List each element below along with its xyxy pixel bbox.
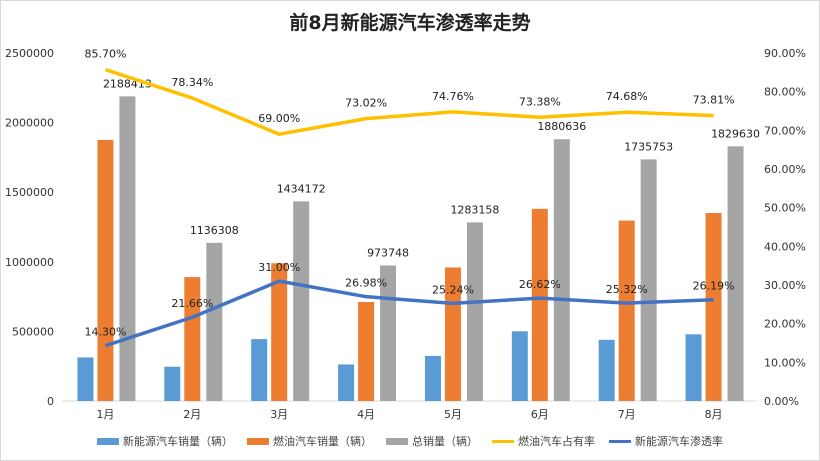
y-right-tick-label: 40.00% bbox=[764, 240, 806, 253]
fuel-share-line bbox=[104, 67, 714, 136]
legend-label: 总销量（辆） bbox=[412, 435, 478, 448]
x-tick-label: 3月 bbox=[270, 408, 288, 421]
x-tick-label: 6月 bbox=[531, 408, 549, 421]
bar-nev bbox=[511, 331, 528, 401]
bar-fuel bbox=[271, 263, 288, 401]
y-left-tick-label: 1500000 bbox=[5, 186, 54, 199]
bar-fuel bbox=[184, 277, 201, 401]
legend-swatch bbox=[492, 439, 514, 443]
bar-nev bbox=[77, 357, 94, 401]
chart-title: 前8月新能源汽车渗透率走势 bbox=[289, 12, 531, 34]
y-right-tick-label: 90.00% bbox=[764, 47, 806, 60]
bar-total bbox=[466, 222, 483, 401]
bar-total bbox=[640, 159, 657, 401]
line-data-label: 26.62% bbox=[519, 278, 561, 291]
legend-item: 燃油汽车销量（辆） bbox=[247, 433, 372, 449]
line-data-label: 25.24% bbox=[432, 283, 474, 296]
y-right-tick-label: 60.00% bbox=[764, 163, 806, 176]
bar-data-label: 1136308 bbox=[190, 224, 239, 237]
line-data-label: 85.70% bbox=[84, 48, 126, 61]
line-data-label: 78.34% bbox=[171, 76, 213, 89]
legend-label: 新能源汽车销量（辆） bbox=[123, 435, 233, 448]
x-tick-label: 8月 bbox=[705, 408, 723, 421]
line-data-label: 74.76% bbox=[432, 90, 474, 103]
x-tick-label: 7月 bbox=[618, 408, 636, 421]
bar-nev bbox=[598, 339, 615, 401]
y-right-tick-label: 50.00% bbox=[764, 202, 806, 215]
bar-fuel bbox=[618, 220, 635, 401]
bar-data-label: 1735753 bbox=[624, 140, 673, 153]
legend-label: 燃油汽车销量（辆） bbox=[273, 435, 372, 448]
y-left-tick-label: 500000 bbox=[12, 325, 54, 338]
bar-data-label: 1880636 bbox=[537, 120, 586, 133]
line-data-label: 14.30% bbox=[84, 326, 126, 339]
line-data-label: 74.68% bbox=[606, 90, 648, 103]
legend-swatch bbox=[386, 437, 408, 445]
bar-fuel bbox=[531, 208, 548, 401]
line-data-label: 21.66% bbox=[171, 297, 213, 310]
y-right-tick-label: 70.00% bbox=[764, 124, 806, 137]
x-tick-label: 4月 bbox=[357, 408, 375, 421]
y-right-tick-label: 30.00% bbox=[764, 279, 806, 292]
line-data-label: 31.00% bbox=[258, 261, 300, 274]
legend-item: 新能源汽车销量（辆） bbox=[97, 433, 233, 449]
bar-nev bbox=[338, 364, 355, 401]
y-left-tick-label: 2000000 bbox=[5, 117, 54, 130]
legend-item: 总销量（辆） bbox=[386, 433, 478, 449]
y-left-tick-label: 0 bbox=[47, 395, 54, 408]
y-right-tick-label: 10.00% bbox=[764, 356, 806, 369]
nev-penetration-line bbox=[104, 279, 714, 348]
line-data-label: 73.38% bbox=[519, 95, 561, 108]
bar-data-label: 1829630 bbox=[711, 127, 760, 140]
legend: 新能源汽车销量（辆） 燃油汽车销量（辆） 总销量（辆） 燃油汽车占有率 新能源汽车渗透率 bbox=[0, 433, 820, 449]
line-data-label: 73.02% bbox=[345, 97, 387, 110]
bar-fuel bbox=[97, 139, 114, 401]
legend-item: 新能源汽车渗透率 bbox=[609, 433, 723, 449]
line-data-label: 73.81% bbox=[693, 94, 735, 107]
bar-fuel bbox=[358, 302, 375, 401]
line-data-label: 25.32% bbox=[606, 283, 648, 296]
bar-total bbox=[293, 201, 310, 401]
y-right-tick-label: 80.00% bbox=[764, 86, 806, 99]
x-tick-label: 5月 bbox=[444, 408, 462, 421]
legend-swatch bbox=[609, 439, 631, 443]
y-left-tick-label: 1000000 bbox=[5, 256, 54, 269]
bar-nev bbox=[251, 339, 268, 401]
y-right-tick-label: 0.00% bbox=[764, 395, 799, 408]
bar-data-label: 1283158 bbox=[450, 203, 499, 216]
legend-label: 新能源汽车渗透率 bbox=[635, 435, 723, 448]
x-tick-label: 1月 bbox=[96, 408, 114, 421]
bar-total bbox=[553, 139, 570, 402]
bar-total bbox=[727, 146, 744, 401]
bar-fuel bbox=[444, 267, 461, 401]
line-data-label: 26.98% bbox=[345, 277, 387, 290]
y-right-tick-label: 20.00% bbox=[764, 318, 806, 331]
legend-label: 燃油汽车占有率 bbox=[518, 435, 595, 448]
legend-swatch bbox=[247, 437, 269, 445]
bar-total bbox=[206, 242, 223, 401]
bar-data-label: 1434172 bbox=[277, 182, 326, 195]
x-tick-label: 2月 bbox=[183, 408, 201, 421]
y-left-tick-label: 2500000 bbox=[5, 47, 54, 60]
bar-nev bbox=[164, 366, 181, 401]
line-data-label: 69.00% bbox=[258, 112, 300, 125]
legend-swatch bbox=[97, 437, 119, 445]
bar-nev bbox=[424, 355, 441, 401]
line-data-label: 26.19% bbox=[693, 280, 735, 293]
bar-data-label: 973748 bbox=[367, 246, 409, 259]
bar-nev bbox=[685, 334, 702, 401]
bar-fuel bbox=[705, 213, 722, 401]
bar-total bbox=[119, 96, 136, 401]
legend-item: 燃油汽车占有率 bbox=[492, 433, 595, 449]
